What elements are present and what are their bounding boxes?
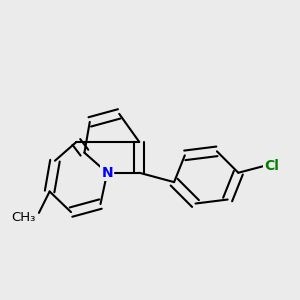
Text: CH₃: CH₃ [11,211,36,224]
Text: Cl: Cl [264,159,279,173]
Text: N: N [101,166,113,180]
